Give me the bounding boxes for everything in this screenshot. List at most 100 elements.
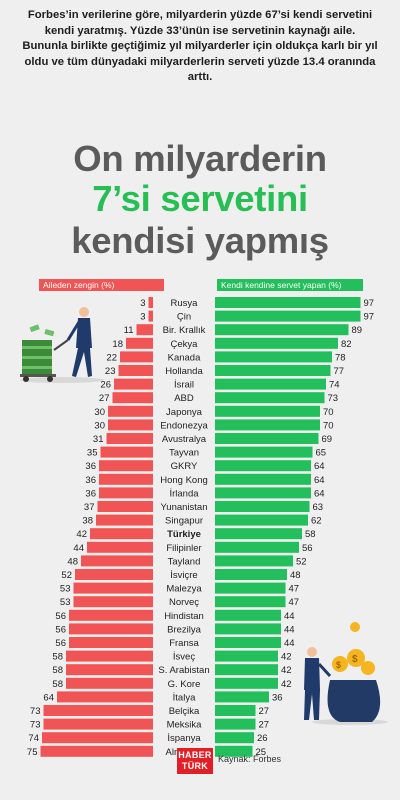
bar-right-7 — [215, 392, 325, 404]
bar-right-5 — [215, 365, 331, 376]
bar-right-21 — [215, 582, 286, 594]
bar-right-18 — [215, 541, 299, 553]
bar-left-11 — [100, 446, 153, 458]
value-label-right-17: 58 — [305, 529, 316, 540]
category-label-11: Tayvan — [169, 448, 199, 459]
value-label-right-1: 97 — [364, 312, 375, 323]
value-label-left-20: 52 — [61, 570, 72, 581]
bar-left-4 — [120, 351, 153, 363]
value-label-right-18: 56 — [302, 543, 313, 554]
value-label-right-32: 26 — [257, 733, 268, 744]
category-label-4: Kanada — [168, 352, 201, 363]
bar-left-31 — [43, 718, 153, 730]
bar-right-6 — [215, 378, 326, 390]
source-label: Kaynak: Forbes — [218, 754, 282, 764]
value-label-left-11: 35 — [87, 448, 98, 459]
brand-line-2: TÜRK — [181, 761, 209, 771]
bar-left-5 — [118, 365, 153, 376]
value-label-left-19: 48 — [67, 556, 78, 567]
category-label-3: Çekya — [171, 339, 199, 350]
category-label-24: Brezilya — [167, 624, 202, 635]
bar-right-26 — [215, 650, 278, 662]
value-label-left-30: 73 — [30, 706, 41, 717]
bar-right-29 — [215, 691, 269, 703]
value-label-left-14: 36 — [85, 488, 96, 499]
category-label-7: ABD — [174, 393, 194, 404]
value-label-left-15: 37 — [84, 502, 95, 513]
bar-left-32 — [42, 732, 153, 744]
category-label-13: Hong Kong — [160, 475, 208, 486]
bar-right-27 — [215, 664, 278, 676]
bar-right-30 — [215, 705, 256, 716]
value-label-left-5: 23 — [105, 366, 116, 377]
bar-right-24 — [215, 623, 281, 635]
category-label-17: Türkiye — [167, 529, 201, 540]
value-label-left-1: 3 — [140, 312, 145, 323]
category-label-30: Belçika — [169, 706, 200, 717]
value-label-left-18: 44 — [73, 543, 84, 554]
category-label-8: Japonya — [166, 407, 203, 418]
bar-right-20 — [215, 569, 287, 580]
category-label-0: Rusya — [171, 298, 199, 309]
bar-right-1 — [215, 310, 361, 322]
bar-right-23 — [215, 609, 281, 621]
bar-left-16 — [96, 514, 153, 526]
value-label-right-31: 27 — [259, 720, 270, 731]
bar-left-25 — [69, 637, 153, 648]
bar-right-0 — [215, 297, 361, 308]
bar-right-15 — [215, 501, 310, 512]
value-label-left-12: 36 — [85, 461, 96, 472]
value-label-left-31: 73 — [30, 720, 41, 731]
value-label-right-12: 64 — [314, 461, 325, 472]
value-label-left-13: 36 — [85, 475, 96, 486]
value-label-right-14: 64 — [314, 488, 325, 499]
category-label-27: S. Arabistan — [158, 665, 209, 676]
bar-left-27 — [66, 664, 153, 676]
value-label-right-2: 89 — [352, 325, 363, 336]
bar-left-18 — [87, 541, 153, 553]
value-label-left-22: 53 — [60, 597, 71, 608]
bar-left-33 — [40, 745, 153, 757]
category-label-16: Singapur — [165, 516, 203, 527]
category-label-1: Çin — [177, 312, 191, 323]
value-label-right-24: 44 — [284, 624, 295, 635]
value-label-right-13: 64 — [314, 475, 325, 486]
value-label-left-29: 64 — [43, 692, 54, 703]
bar-right-16 — [215, 514, 308, 526]
category-label-21: Malezya — [166, 584, 202, 595]
bar-right-31 — [215, 718, 256, 730]
category-label-14: İrlanda — [169, 488, 199, 499]
value-label-left-32: 74 — [28, 733, 39, 744]
category-label-15: Yunanistan — [160, 502, 207, 513]
headline-line-2: 7’si servetini — [92, 178, 308, 219]
value-label-right-30: 27 — [259, 706, 270, 717]
value-label-left-23: 56 — [55, 611, 66, 622]
value-label-right-6: 74 — [329, 380, 340, 391]
category-label-32: İspanya — [167, 733, 201, 744]
haberturk-logo: HABER TÜRK — [177, 748, 213, 774]
bar-right-2 — [215, 324, 349, 336]
value-label-right-20: 48 — [290, 570, 301, 581]
value-label-right-27: 42 — [281, 665, 292, 676]
value-label-left-21: 53 — [60, 584, 71, 595]
bar-left-2 — [136, 324, 153, 336]
bar-left-17 — [90, 528, 153, 540]
bar-left-20 — [75, 569, 153, 580]
value-label-right-26: 42 — [281, 652, 292, 663]
bar-left-13 — [99, 473, 153, 485]
bar-left-29 — [57, 691, 153, 703]
category-label-9: Endonezya — [160, 420, 208, 431]
category-label-20: İsviçre — [170, 570, 197, 581]
bar-left-26 — [66, 650, 153, 662]
value-label-right-19: 52 — [296, 556, 307, 567]
legend-right: Kendi kendine servet yapan (%) — [217, 279, 363, 291]
value-label-left-6: 26 — [100, 380, 111, 391]
bar-left-22 — [73, 596, 153, 608]
bar-right-17 — [215, 528, 302, 540]
value-label-right-23: 44 — [284, 611, 295, 622]
category-label-12: GKRY — [171, 461, 198, 472]
svg-text:$: $ — [336, 660, 341, 670]
value-label-left-2: 11 — [124, 325, 134, 336]
value-label-right-3: 82 — [341, 339, 352, 350]
